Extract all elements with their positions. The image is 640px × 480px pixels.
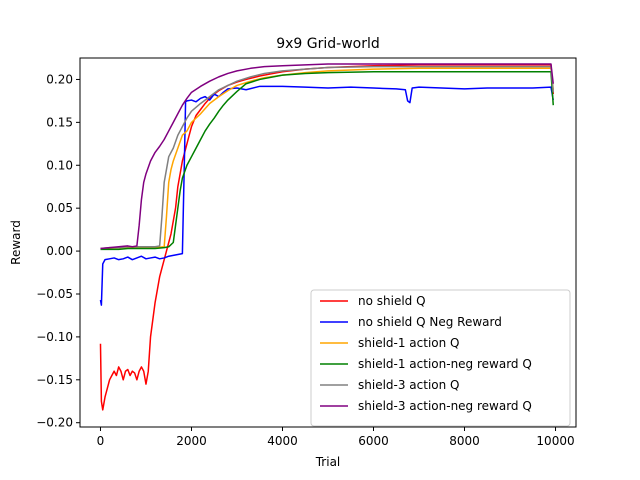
series-line-1 xyxy=(99,64,554,411)
legend-entry-label: shield-1 action-neg reward Q xyxy=(358,357,532,371)
y-tick-label: 0.00 xyxy=(46,244,73,258)
legend-entry-label: shield-3 action-neg reward Q xyxy=(358,399,532,413)
x-tick-label: 4000 xyxy=(267,434,298,448)
x-axis-label: Trial xyxy=(315,455,341,469)
series-line-5 xyxy=(100,65,554,250)
legend-entry-label: shield-3 action Q xyxy=(358,378,460,392)
x-tick-label: 8000 xyxy=(449,434,480,448)
legend: no shield Q no shield Q Neg Reward shield-… xyxy=(310,289,571,427)
y-tick-label: −0.05 xyxy=(36,287,73,301)
y-tick-label: 0.10 xyxy=(46,158,73,172)
y-tick-label: −0.20 xyxy=(36,416,73,430)
series-line-3 xyxy=(100,67,554,250)
chart-title: 9x9 Grid-world xyxy=(276,36,380,52)
legend-entry-label: shield-1 action Q xyxy=(358,336,460,350)
y-tick-label: −0.10 xyxy=(36,330,73,344)
y-tick-label: 0.20 xyxy=(46,72,73,86)
legend-box xyxy=(310,289,571,427)
x-tick-label: 0 xyxy=(97,434,105,448)
y-tick-label: 0.15 xyxy=(46,115,73,129)
series-line-6 xyxy=(100,63,554,250)
x-tick-label: 10000 xyxy=(536,434,574,448)
y-tick-label: −0.15 xyxy=(36,373,73,387)
legend-entry-label: no shield Q xyxy=(358,294,426,308)
plot-area-frame xyxy=(79,57,577,428)
x-tick-label: 6000 xyxy=(358,434,389,448)
legend-entry-label: no shield Q Neg Reward xyxy=(358,315,502,329)
series-line-2 xyxy=(99,85,554,306)
y-axis-label: Reward xyxy=(9,220,23,265)
x-tick-label: 2000 xyxy=(176,434,207,448)
y-tick-label: 0.05 xyxy=(46,201,73,215)
series-line-4 xyxy=(100,70,554,251)
